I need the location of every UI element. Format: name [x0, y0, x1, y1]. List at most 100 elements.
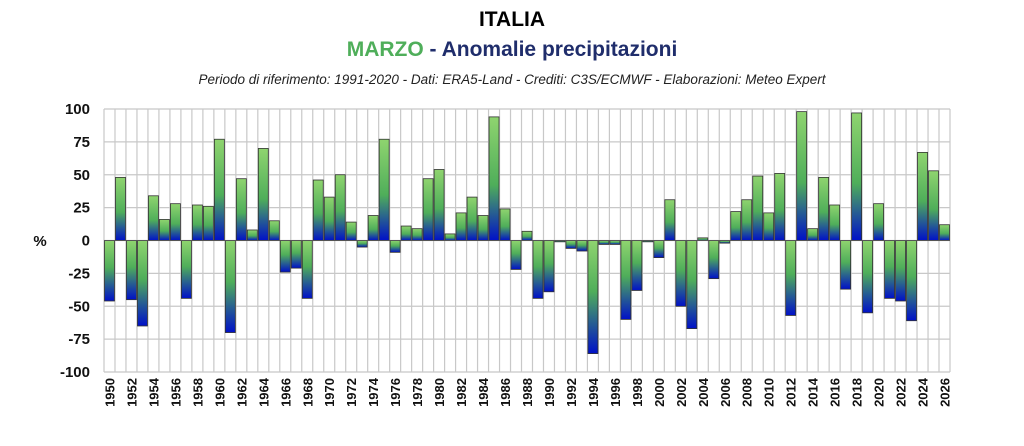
y-tick-label: -100	[60, 364, 90, 381]
x-tick-label: 1962	[234, 378, 249, 407]
bar-1970	[323, 196, 335, 241]
bar-2010	[763, 212, 775, 241]
x-tick-label: 1974	[366, 377, 381, 407]
bar-2015	[818, 176, 830, 241]
x-tick-label: 1988	[520, 378, 535, 407]
bar-1985	[488, 116, 500, 241]
x-tick-label: 1982	[454, 378, 469, 407]
bar-2024	[917, 151, 928, 241]
bar-1969	[312, 179, 324, 241]
x-tick-label: 1966	[278, 378, 293, 407]
bar-1973	[356, 240, 368, 248]
bar-1957	[181, 240, 192, 299]
bar-2007	[730, 211, 742, 241]
y-tick-label: -50	[68, 298, 90, 315]
bar-1950	[104, 240, 115, 302]
bar-2009	[752, 175, 764, 241]
bar-1960	[213, 138, 225, 241]
x-tick-label: 1984	[476, 377, 491, 407]
x-tick-label: 2026	[938, 378, 953, 407]
bar-2023	[906, 240, 917, 322]
bar-2005	[708, 240, 720, 280]
x-tick-label: 1978	[410, 378, 425, 407]
x-tick-label: 1958	[190, 378, 205, 407]
x-tick-label: 2022	[894, 378, 909, 407]
bar-1953	[137, 240, 148, 327]
bar-2003	[686, 240, 698, 330]
bar-2000	[653, 240, 665, 258]
bar-2019	[862, 240, 873, 314]
x-tick-label: 1992	[564, 378, 579, 407]
x-tick-label: 1972	[344, 378, 359, 407]
x-tick-label: 1954	[146, 377, 161, 407]
x-tick-label: 1976	[388, 378, 403, 407]
bar-2018	[851, 112, 863, 241]
bar-1983	[466, 196, 478, 241]
y-tick-label: 25	[73, 200, 90, 217]
x-tick-label: 1986	[498, 378, 513, 407]
bar-1996	[609, 240, 621, 245]
x-tick-label: 2010	[762, 378, 777, 407]
bar-1990	[543, 240, 555, 293]
bar-1963	[246, 229, 258, 241]
x-tick-label: 1956	[168, 378, 183, 407]
x-tick-label: 2000	[652, 378, 667, 407]
subtitle-month: MARZO	[346, 38, 424, 61]
bar-2020	[873, 203, 884, 241]
bar-2025	[928, 170, 939, 241]
y-tick-label: -75	[68, 331, 90, 348]
x-tick-label: 2024	[916, 377, 931, 407]
x-axis-ticks: 1950 1952 1954 1956 1958 1960 1962 1964 1966 1968…	[102, 377, 952, 407]
chart-subtitle: MARZO - Anomalie precipitazioni	[0, 38, 1024, 62]
bar-2014	[807, 228, 819, 241]
x-tick-label: 1964	[256, 377, 271, 407]
x-tick-label: 2012	[784, 378, 799, 407]
bar-1980	[433, 169, 445, 241]
bar-2016	[829, 204, 841, 241]
bar-2008	[741, 199, 753, 241]
y-tick-label: 75	[73, 134, 90, 151]
bar-1977	[400, 225, 412, 241]
x-tick-label: 2018	[850, 378, 865, 407]
bar-1956	[170, 203, 181, 241]
x-tick-label: 1970	[322, 378, 337, 407]
bar-1965	[268, 220, 280, 241]
bar-1982	[455, 212, 467, 241]
x-tick-label: 2002	[674, 378, 689, 407]
x-tick-label: 2014	[806, 377, 821, 407]
bars	[104, 111, 950, 354]
y-tick-label: 50	[73, 167, 90, 184]
x-tick-label: 2020	[872, 378, 887, 407]
x-tick-label: 2008	[740, 378, 755, 407]
bar-1961	[224, 240, 236, 333]
bar-1975	[378, 138, 390, 241]
bar-1979	[422, 178, 434, 241]
bar-1998	[631, 240, 643, 291]
bar-2013	[796, 111, 808, 241]
bar-1974	[367, 215, 379, 241]
x-tick-label: 1980	[432, 378, 447, 407]
x-tick-label: 1996	[608, 378, 623, 407]
bar-1978	[411, 228, 423, 241]
x-tick-label: 1952	[124, 378, 139, 407]
bar-2026	[939, 224, 950, 241]
bar-2002	[675, 240, 687, 307]
bar-1987	[510, 240, 522, 270]
chart-credits: Periodo di riferimento: 1991-2020 - Dati…	[198, 72, 826, 87]
bar-1984	[477, 215, 489, 241]
chart-title: ITALIA	[478, 8, 546, 31]
bar-1962	[235, 178, 247, 241]
bar-1955	[159, 219, 170, 241]
bar-1966	[279, 240, 291, 273]
bar-1958	[191, 204, 203, 241]
bar-1997	[620, 240, 632, 320]
bar-1989	[532, 240, 544, 299]
bar-2001	[664, 199, 676, 241]
bar-1967	[290, 240, 302, 269]
x-tick-label: 1950	[102, 378, 117, 407]
y-tick-label: -25	[68, 265, 90, 282]
bar-2017	[840, 240, 852, 290]
x-tick-label: 1960	[212, 378, 227, 407]
bar-1986	[499, 208, 511, 241]
